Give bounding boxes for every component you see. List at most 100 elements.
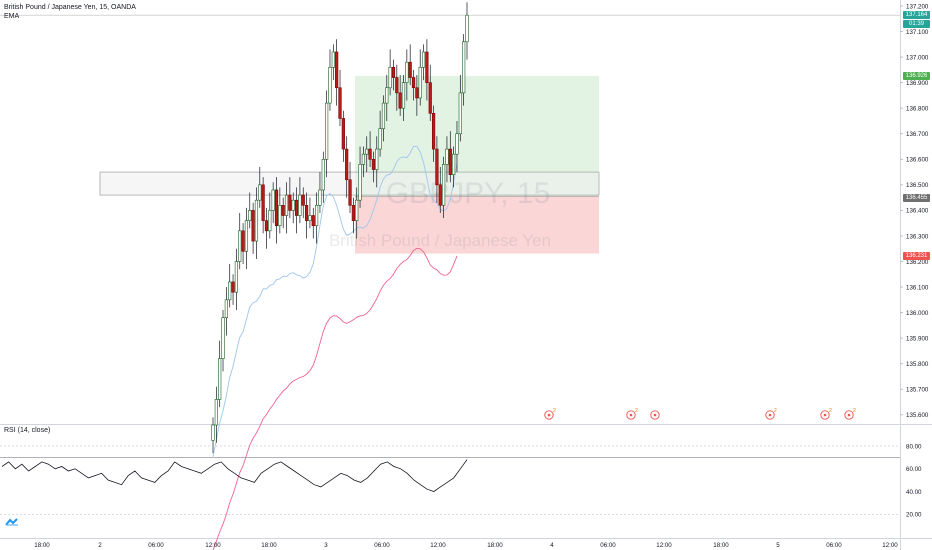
candle-body [298,194,302,216]
candle-body [261,184,265,221]
candle-body [211,424,215,441]
rsi-tick-label: 60.00 [906,466,922,473]
time-tick-label: 12:00 [656,542,672,549]
event-marker-icon[interactable]: 2 [820,408,832,420]
candle-body [264,220,269,232]
event-marker-icon[interactable]: 2 [544,408,556,420]
candle-body [458,92,462,135]
event-dot [823,413,827,417]
event-marker-icon[interactable]: 2 [626,408,638,420]
ema-slow-line [212,247,458,550]
price-tick-label: 136.600 [906,157,929,164]
price-tick-label: 136.800 [906,106,929,113]
event-count: 2 [853,408,856,414]
time-tick-label: 06:00 [600,542,616,549]
event-count: 2 [829,408,832,414]
entry-price-tag: 136.455 [903,194,930,202]
price-tick-label: 137.200 [906,3,929,10]
time-tick-label: 18:00 [713,542,729,549]
event-dot [547,413,551,417]
time-tick-label: 18:00 [261,542,277,549]
candle-body [328,67,332,104]
candle-body [271,189,275,211]
candle-body [428,82,432,114]
candle-body [385,87,389,104]
time-tick-label: 18:00 [34,542,50,549]
candle-body [455,133,459,155]
price-tick-label: 135.600 [906,412,929,419]
price-tick-label: 136.000 [906,310,929,317]
event-dot [653,413,657,417]
price-tick-label: 136.100 [906,284,929,291]
event-dot [847,413,851,417]
candle-body [462,41,466,94]
candle-body [218,358,222,400]
time-tick-label: 12:00 [430,542,446,549]
candle-body [445,148,449,165]
time-tick-label: 06:00 [148,542,164,549]
time-tick-label: 4 [550,542,554,549]
candle-body [335,51,339,89]
time-tick-label: 2 [98,542,102,549]
rsi-legend[interactable]: RSI (14, close) [4,427,51,434]
candle-body [301,194,305,206]
candle-body [241,230,245,252]
time-tick-label: 3 [324,542,328,549]
candle-body [291,199,295,211]
current-price-tag: 137.164 [903,11,930,19]
candle-body [405,61,409,83]
event-marker-icon[interactable]: 2 [844,408,856,420]
candle-body [358,164,362,201]
candle-body [321,159,325,191]
candle-body [274,189,279,227]
price-tick-label: 136.700 [906,131,929,138]
candle-body [361,153,365,165]
candle-body [351,204,355,221]
candle-body [311,215,315,227]
tradingview-logo-icon [5,518,18,526]
candle-body [258,184,262,201]
candle-body [408,61,412,78]
event-dot [768,413,772,417]
candle-body [368,148,372,160]
event-marker-icon[interactable] [650,410,660,420]
price-tick-label: 137.100 [906,29,929,36]
price-tick-label: 135.800 [906,361,929,368]
candle-body [398,92,402,109]
candle-body [315,204,319,227]
candle-body [452,153,456,175]
candle-body [375,148,379,170]
watermark-ticker: GBPJPY, 15 [386,177,551,210]
event-dot [629,413,633,417]
price-tick-label: 135.900 [906,335,929,342]
candle-body [435,148,439,186]
event-count: 2 [635,408,638,414]
candle-body [345,148,349,181]
candle-body [268,210,272,232]
price-tick-label: 136.500 [906,182,929,189]
candle-body [442,164,446,206]
candle-body [304,204,309,221]
candle-body [244,220,249,252]
candle-body [381,102,386,129]
price-tick-label: 136.900 [906,80,929,87]
ema-legend[interactable]: EMA [4,13,20,20]
candle-body [325,102,329,160]
candle-body [431,113,436,150]
candle-body [338,87,342,119]
candle-body [411,77,416,89]
candle-body [391,67,396,78]
candle-body [228,281,232,301]
candle-body [378,128,382,150]
symbol-legend[interactable]: British Pound / Japanese Yen, 15, OANDA [4,4,136,11]
candle-body [294,199,299,216]
rsi-line [1,459,468,492]
candle-body [224,299,228,319]
candle-body [308,215,312,221]
candle-body [465,14,469,43]
event-marker-icon[interactable]: 2 [765,408,777,420]
candle-body [341,118,345,150]
event-markers[interactable]: 2 2 2 2 2 [544,408,856,420]
candle-body [278,204,282,227]
